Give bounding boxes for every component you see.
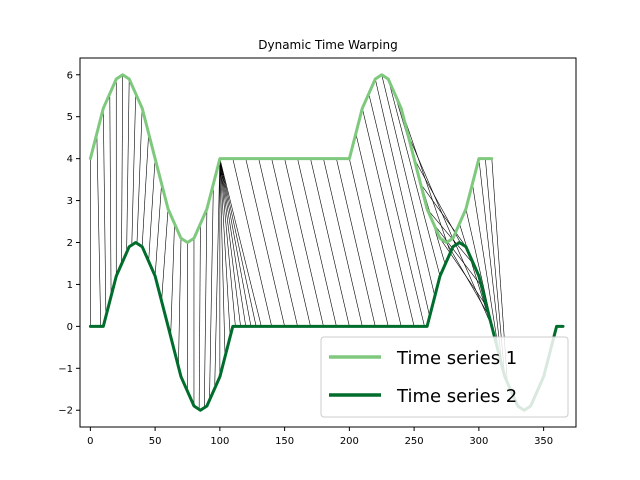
- warping-link-55: [452, 238, 493, 327]
- x-tick-label: 350: [534, 436, 553, 447]
- warping-link-39: [349, 158, 389, 327]
- warping-link-35: [297, 158, 337, 327]
- x-tick-label: 50: [149, 436, 162, 447]
- warping-link-53: [439, 238, 487, 307]
- legend-label-1: Time series 1: [396, 348, 517, 369]
- warping-link-47: [400, 108, 451, 253]
- x-tick-label: 0: [87, 436, 93, 447]
- warping-link-34: [284, 158, 324, 327]
- warping-link-30: [232, 158, 272, 327]
- y-tick-label: 1: [67, 280, 73, 291]
- warping-link-18: [204, 208, 208, 408]
- legend-label-2: Time series 2: [396, 386, 517, 407]
- chart-title: Dynamic Time Warping: [258, 38, 397, 52]
- warping-link-41: [362, 108, 415, 327]
- warping-link-17: [198, 223, 201, 410]
- warping-link-28: [219, 158, 257, 327]
- warping-link-52: [433, 223, 482, 287]
- x-tick-label: 200: [340, 436, 359, 447]
- legend-box: [320, 336, 569, 418]
- warping-link-43: [374, 78, 430, 317]
- warping-link-5: [121, 74, 124, 265]
- warping-link-10: [148, 158, 156, 262]
- warping-link-14: [178, 238, 182, 367]
- y-tick-label: −1: [58, 364, 73, 375]
- warping-link-33: [271, 158, 311, 327]
- warping-link-25: [219, 158, 241, 327]
- x-axis: 0 50 100 150 200 250 300 350: [87, 427, 553, 447]
- warping-link-7: [131, 93, 136, 246]
- warping-links: [90, 74, 508, 410]
- warping-link-37: [323, 158, 363, 327]
- warping-link-6: [126, 78, 130, 253]
- warping-link-13: [170, 223, 175, 337]
- warping-link-58: [472, 183, 500, 357]
- y-tick-label: 4: [67, 154, 73, 165]
- warping-link-44: [381, 74, 436, 297]
- warping-link-26: [219, 158, 247, 327]
- y-tick-label: 6: [67, 70, 73, 81]
- warping-link-23: [219, 158, 231, 337]
- legend: Time series 1 Time series 2: [320, 336, 569, 418]
- warping-link-9: [141, 133, 149, 247]
- y-tick-label: 5: [67, 112, 73, 123]
- warping-link-19: [209, 183, 214, 401]
- y-tick-label: 0: [67, 322, 73, 333]
- plot-area: [88, 73, 565, 412]
- warping-link-51: [426, 208, 474, 265]
- warping-link-32: [258, 158, 298, 327]
- y-axis: −2 −1 0 1 2 3 4 5 6: [58, 70, 80, 417]
- warping-link-40: [355, 133, 402, 327]
- warping-link-42: [368, 93, 425, 327]
- series-line-1: [88, 73, 494, 244]
- x-tick-label: 250: [405, 436, 424, 447]
- warping-link-48: [407, 133, 456, 246]
- x-tick-label: 300: [469, 436, 488, 447]
- warping-link-50: [420, 183, 467, 247]
- y-tick-label: 3: [67, 196, 73, 207]
- warping-link-20: [214, 158, 221, 389]
- y-tick-label: −2: [58, 406, 73, 417]
- warping-link-45: [387, 78, 441, 277]
- warping-link-2: [103, 108, 107, 317]
- warping-link-12: [161, 208, 169, 302]
- warping-link-59: [478, 158, 503, 367]
- warping-link-22: [219, 158, 226, 357]
- y-tick-label: 2: [67, 238, 73, 249]
- warping-link-11: [154, 183, 162, 277]
- warping-link-1: [96, 133, 102, 327]
- warping-link-31: [245, 158, 285, 327]
- x-tick-label: 100: [210, 436, 229, 447]
- warping-link-29: [219, 158, 262, 327]
- warping-link-38: [336, 158, 376, 327]
- warping-link-8: [136, 108, 143, 244]
- warping-link-36: [310, 158, 350, 327]
- x-tick-label: 150: [275, 436, 294, 447]
- warping-link-3: [109, 93, 112, 297]
- warping-link-27: [219, 158, 252, 327]
- warping-link-24: [219, 158, 236, 327]
